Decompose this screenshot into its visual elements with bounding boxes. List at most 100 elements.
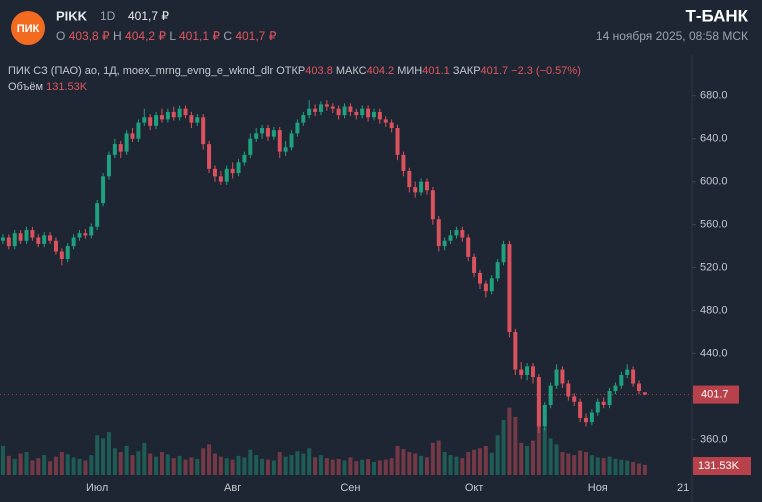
ticker[interactable]: PIKK [56, 8, 88, 23]
candle-body [95, 203, 100, 227]
interval[interactable]: 1D [100, 9, 116, 23]
volume-bar [24, 452, 29, 475]
volume-bar [212, 453, 217, 475]
legend-key: ЗАКР [453, 65, 481, 77]
volume-bar [572, 455, 577, 475]
datetime: 14 ноября 2025, 08:58 МСК [596, 29, 748, 43]
candle-body [401, 154, 406, 171]
volume-bar [401, 448, 406, 475]
volume-bar [601, 458, 606, 475]
candle-body [631, 369, 636, 384]
volume-bar [77, 458, 82, 475]
candle-body [607, 391, 612, 405]
volume-bar [71, 457, 76, 475]
volume-bar [430, 442, 435, 475]
candle-body [530, 366, 535, 378]
volume-bar [595, 457, 600, 475]
volume-bar [289, 455, 294, 475]
candle-body [313, 108, 318, 112]
volume-bar [148, 453, 153, 475]
volume-bar [548, 438, 553, 475]
volume-bar [307, 448, 312, 475]
volume-bar [112, 448, 117, 475]
candle-body [124, 133, 129, 152]
candle-body [265, 128, 270, 137]
x-tick-label: Сен [340, 482, 360, 494]
candle-body [419, 181, 424, 193]
last-price-box [693, 385, 739, 404]
volume-bar [354, 461, 359, 475]
candle-body [48, 235, 53, 241]
y-tick-label: 680.0 [700, 90, 728, 102]
volume-bar [489, 452, 494, 475]
candle-body [483, 283, 488, 292]
volume-bar [89, 455, 94, 475]
candle-body [548, 385, 553, 405]
volume-bar [413, 453, 418, 475]
candle-body [171, 111, 176, 118]
price: 401,7 ₽ [128, 9, 169, 23]
candle-body [383, 119, 388, 123]
ohlc-key: O [56, 29, 65, 43]
candle-body [413, 187, 418, 193]
volume-bar [295, 451, 300, 475]
volume-bar [218, 456, 223, 475]
candle-body [507, 243, 512, 332]
volume-bar [6, 455, 11, 475]
volume-bar [142, 442, 147, 475]
y-tick-label: 520.0 [700, 261, 728, 273]
last-price-label: 401.7 [701, 388, 729, 400]
volume-bar [583, 452, 588, 475]
volume-bar [0, 445, 5, 475]
candle-body [525, 366, 530, 375]
candle-body [466, 237, 471, 257]
candle-body [472, 256, 477, 273]
volume-bar [65, 454, 70, 475]
logo-text: ПИК [17, 23, 40, 35]
volume-bar [207, 444, 212, 475]
volume-bar [377, 460, 382, 475]
candle-body [260, 128, 265, 134]
volume-bar [177, 455, 182, 475]
volume-value: 131.53K [46, 81, 88, 93]
ohlc-value: 401,7 ₽ [235, 29, 276, 43]
candle-body [601, 401, 606, 405]
candle-body [142, 117, 147, 123]
volume-bar [254, 455, 259, 475]
volume-bar [248, 449, 253, 475]
volume-bar [136, 451, 141, 475]
volume-bar [472, 449, 477, 475]
legend: ПИК СЗ (ПАО) ао, 1Д, moex_mrng_evng_e_wk… [8, 65, 581, 77]
candle-body [536, 377, 541, 427]
volume-bar [12, 458, 17, 475]
y-tick-label: 360.0 [700, 433, 728, 445]
volume-bar [277, 452, 282, 475]
candle-body [572, 396, 577, 402]
ohlc-value: 401,1 ₽ [179, 29, 220, 43]
volume-bar [613, 458, 618, 475]
volume-bar [525, 445, 530, 475]
volume-bar [118, 452, 123, 475]
volume-bar [271, 460, 276, 475]
candle-body [489, 278, 494, 292]
volume-bar [189, 457, 194, 475]
candle-body [30, 229, 35, 238]
volume-bar [436, 440, 441, 475]
volume-bar [589, 455, 594, 475]
volume-bar [48, 461, 53, 475]
instrument: ПИК СЗ (ПАО) ао, 1Д, moex_mrng_evng_e_wk… [8, 65, 274, 77]
ohlc-key: C [223, 29, 232, 43]
volume-bar [419, 455, 424, 475]
volume-bar [201, 448, 206, 475]
volume-bar [230, 459, 235, 475]
candle-body [106, 154, 111, 177]
candle-body [71, 237, 76, 247]
ohlc-value: 403,8 ₽ [69, 29, 110, 43]
volume-bar [18, 453, 23, 475]
volume-bar [407, 452, 412, 475]
ohlc-value: 404,2 ₽ [125, 29, 166, 43]
change: −2.3 (−0.57%) [511, 65, 581, 77]
volume-bar [383, 459, 388, 475]
volume-bar [224, 458, 229, 475]
volume-bar [53, 456, 58, 475]
